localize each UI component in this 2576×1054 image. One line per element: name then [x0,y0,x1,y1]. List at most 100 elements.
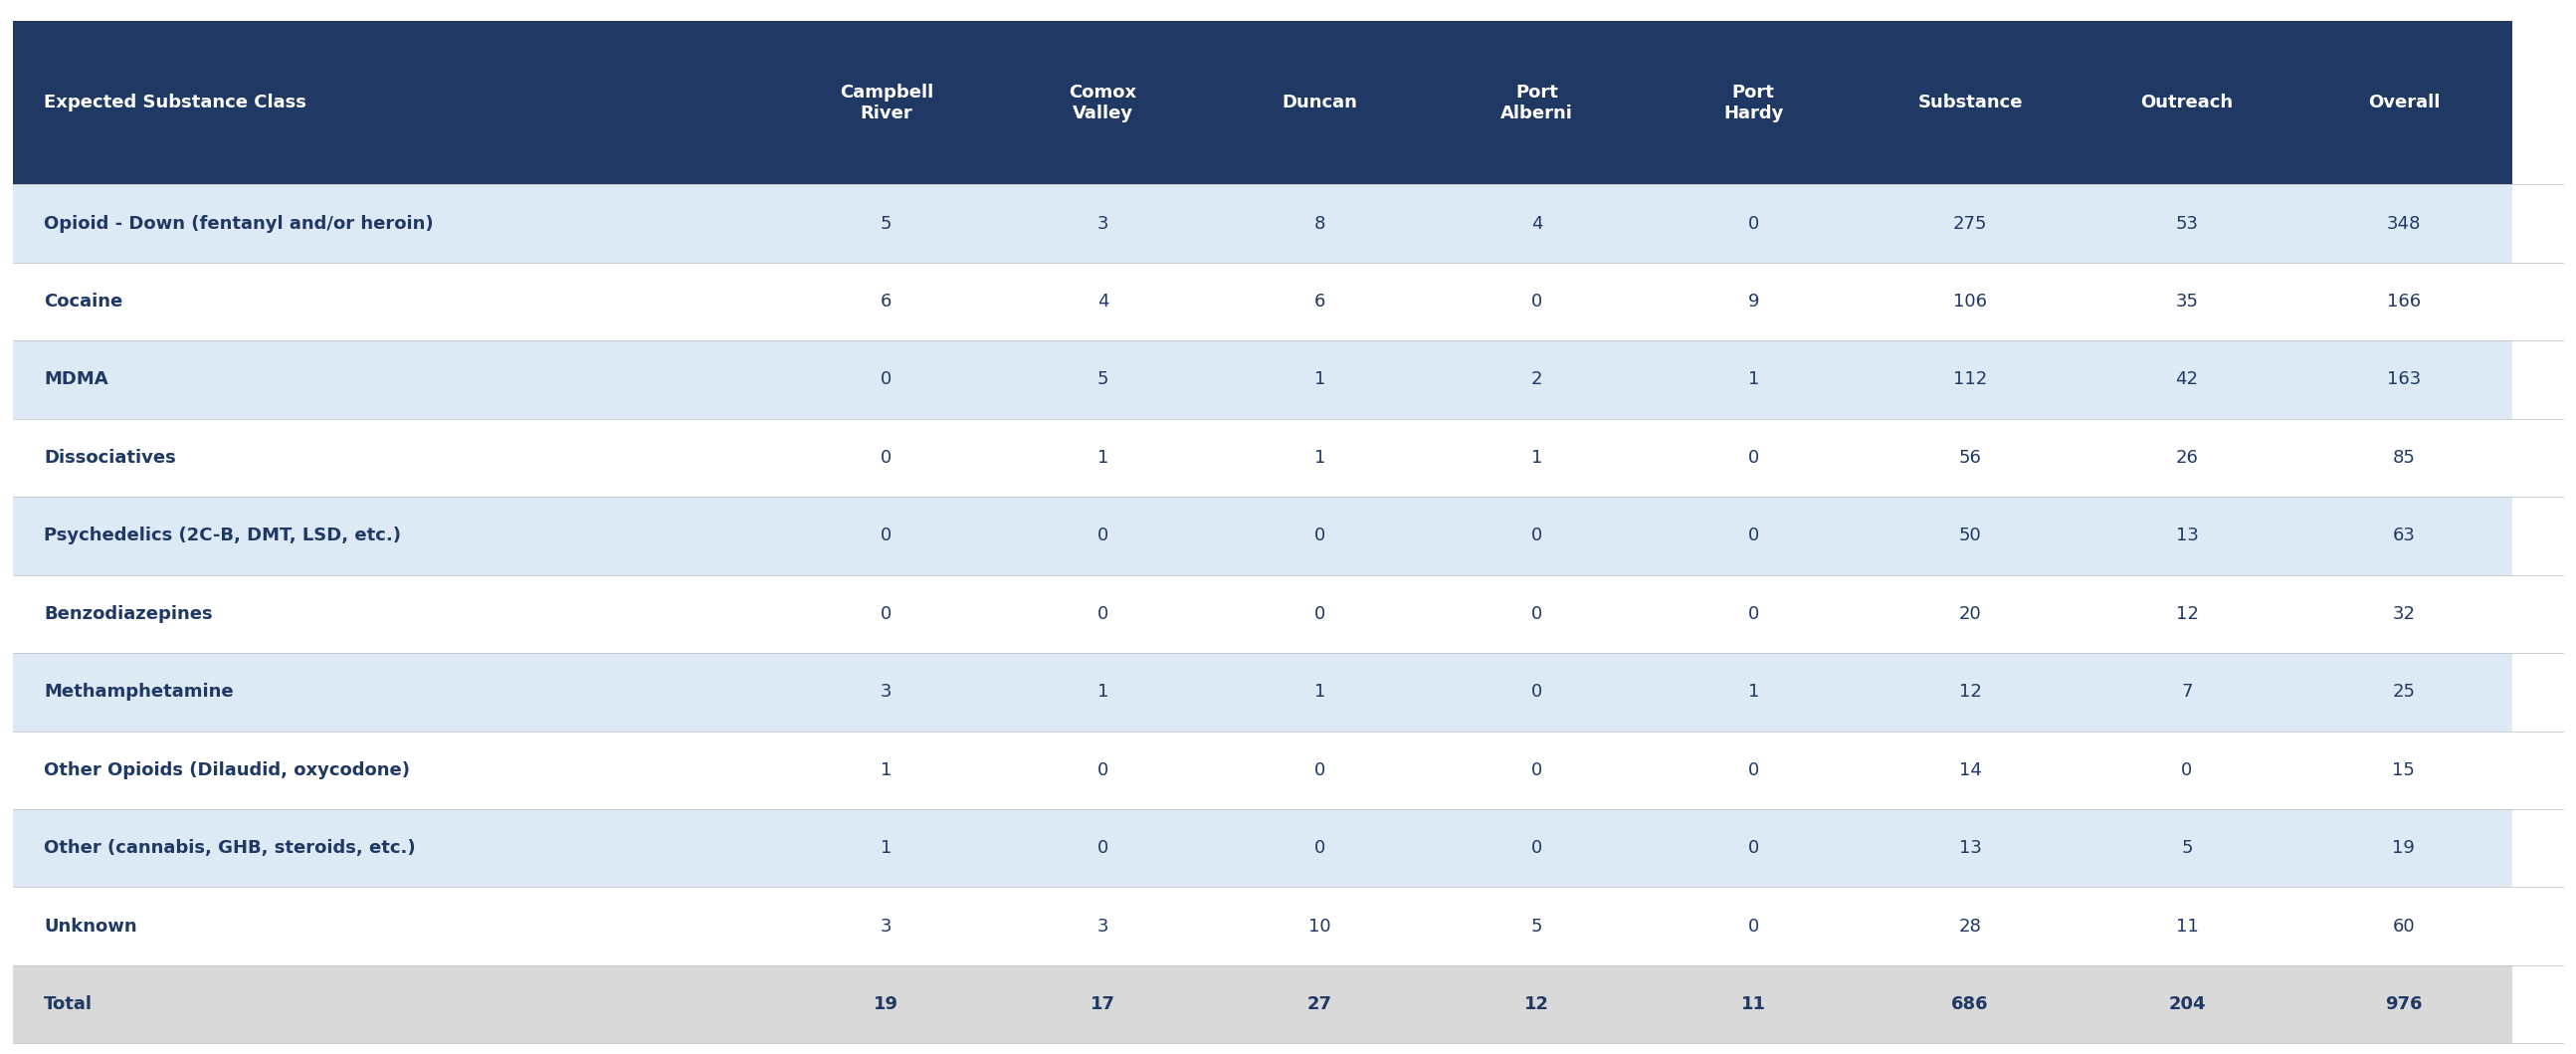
Bar [1427,262,1646,340]
Text: Port
Hardy: Port Hardy [1723,83,1783,122]
Bar [2079,496,2295,574]
Bar [994,496,1211,574]
Bar [1427,496,1646,574]
Text: 0: 0 [1749,215,1759,233]
Text: 3: 3 [881,683,891,701]
Text: 35: 35 [2177,293,2197,311]
Bar [2295,418,2512,496]
Text: 1: 1 [1314,449,1327,467]
Bar [1427,418,1646,496]
Text: 3: 3 [1097,917,1108,935]
Bar [1646,418,1862,496]
Bar [2295,21,2512,184]
Text: 5: 5 [1097,371,1108,389]
Text: 25: 25 [2393,683,2416,701]
Text: 32: 32 [2393,605,2416,623]
Bar [1646,887,1862,965]
Text: 0: 0 [1749,761,1759,779]
Text: 0: 0 [1097,839,1108,857]
Bar [13,262,778,340]
Text: 1: 1 [1530,449,1543,467]
Bar [1862,340,2079,418]
Text: 0: 0 [1097,605,1108,623]
Bar [1427,887,1646,965]
Bar [2295,340,2512,418]
Bar [1211,21,1427,184]
Text: 112: 112 [1953,371,1986,389]
Bar [1427,574,1646,653]
Bar [2079,809,2295,887]
Text: 0: 0 [881,449,891,467]
Bar [994,574,1211,653]
Bar [994,262,1211,340]
Bar [994,809,1211,887]
Bar [13,653,778,731]
Bar [2295,809,2512,887]
Bar [1646,965,1862,1043]
Text: Overall: Overall [2367,94,2439,112]
Bar [1862,496,2079,574]
Text: 0: 0 [1314,605,1327,623]
Text: 106: 106 [1953,293,1986,311]
Text: 11: 11 [1741,995,1767,1013]
Text: 1: 1 [1314,371,1327,389]
Text: 166: 166 [2388,293,2421,311]
Bar [1427,731,1646,809]
Text: 5: 5 [2182,839,2192,857]
Bar [1646,574,1862,653]
Bar [778,965,994,1043]
Text: 275: 275 [1953,215,1986,233]
Text: 63: 63 [2393,527,2416,545]
Text: 686: 686 [1953,995,1989,1013]
Text: 6: 6 [1314,293,1327,311]
Bar [1211,262,1427,340]
Bar [2079,653,2295,731]
Bar [994,965,1211,1043]
Text: 0: 0 [1097,761,1108,779]
Bar [778,653,994,731]
Bar [13,184,778,262]
Text: Dissociatives: Dissociatives [44,449,175,467]
Text: Other (cannabis, GHB, steroids, etc.): Other (cannabis, GHB, steroids, etc.) [44,839,415,857]
Bar [1646,262,1862,340]
Text: 1: 1 [1314,683,1327,701]
Bar [778,418,994,496]
Text: MDMA: MDMA [44,371,108,389]
Text: 0: 0 [1314,761,1327,779]
Text: Psychedelics (2C-B, DMT, LSD, etc.): Psychedelics (2C-B, DMT, LSD, etc.) [44,527,402,545]
Bar [778,262,994,340]
Text: 60: 60 [2393,917,2414,935]
Text: 0: 0 [881,605,891,623]
Bar [1646,809,1862,887]
Bar [1862,574,2079,653]
Text: 7: 7 [2182,683,2192,701]
Bar [1427,653,1646,731]
Bar [1211,184,1427,262]
Bar [1862,21,2079,184]
Bar [778,340,994,418]
Bar [1427,184,1646,262]
Text: Other Opioids (Dilaudid, oxycodone): Other Opioids (Dilaudid, oxycodone) [44,761,410,779]
Text: 85: 85 [2393,449,2416,467]
Text: Unknown: Unknown [44,917,137,935]
Text: Methamphetamine: Methamphetamine [44,683,234,701]
Bar [994,340,1211,418]
Bar [1427,340,1646,418]
Bar [1646,21,1862,184]
Bar [2079,262,2295,340]
Text: 4: 4 [1530,215,1543,233]
Text: 5: 5 [1530,917,1543,935]
Text: 4: 4 [1097,293,1108,311]
Bar [1646,340,1862,418]
Bar [2079,887,2295,965]
Bar [1862,887,2079,965]
Bar [1211,731,1427,809]
Text: 1: 1 [1747,371,1759,389]
Text: Port
Alberni: Port Alberni [1499,83,1574,122]
Bar [778,574,994,653]
Text: 976: 976 [2385,995,2421,1013]
Bar [13,809,778,887]
Bar [778,21,994,184]
Text: 0: 0 [1314,839,1327,857]
Text: 0: 0 [1749,917,1759,935]
